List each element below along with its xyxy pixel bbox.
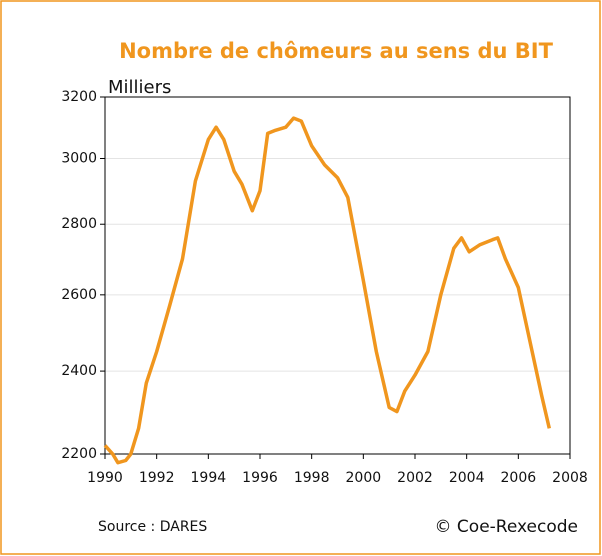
plot-frame: [104, 96, 571, 455]
y-axis-label: Milliers: [108, 77, 171, 98]
source: Source : DARES: [98, 519, 207, 535]
y-tick-label: 3200: [61, 89, 97, 105]
y-tick-label: 2200: [61, 446, 97, 462]
x-tick-label: 1998: [294, 470, 330, 486]
x-tick-label: 2006: [501, 470, 537, 486]
x-tick-label: 2004: [449, 470, 485, 486]
y-tick-label: 2800: [61, 216, 97, 232]
chart-title: Nombre de chômeurs au sens du BIT: [119, 39, 554, 63]
y-tick-label: 2600: [61, 287, 97, 303]
x-tick-label: 2008: [552, 470, 588, 486]
x-tick-label: 2000: [346, 470, 382, 486]
x-tick-label: 2002: [397, 470, 433, 486]
y-tick-label: 2400: [61, 363, 97, 379]
data-line: [103, 116, 552, 465]
y-tick-label: 3000: [61, 150, 97, 166]
x-tick-label: 1996: [242, 470, 278, 486]
x-tick-label: 1994: [191, 470, 227, 486]
credit: © Coe-Rexecode: [435, 517, 578, 537]
x-tick-label: 1992: [139, 470, 175, 486]
x-tick-label: 1990: [87, 470, 123, 486]
